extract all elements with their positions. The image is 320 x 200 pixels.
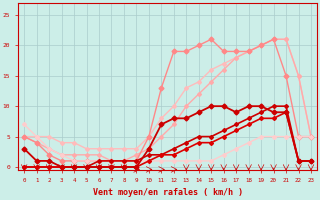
X-axis label: Vent moyen/en rafales ( km/h ): Vent moyen/en rafales ( km/h ): [92, 188, 243, 197]
